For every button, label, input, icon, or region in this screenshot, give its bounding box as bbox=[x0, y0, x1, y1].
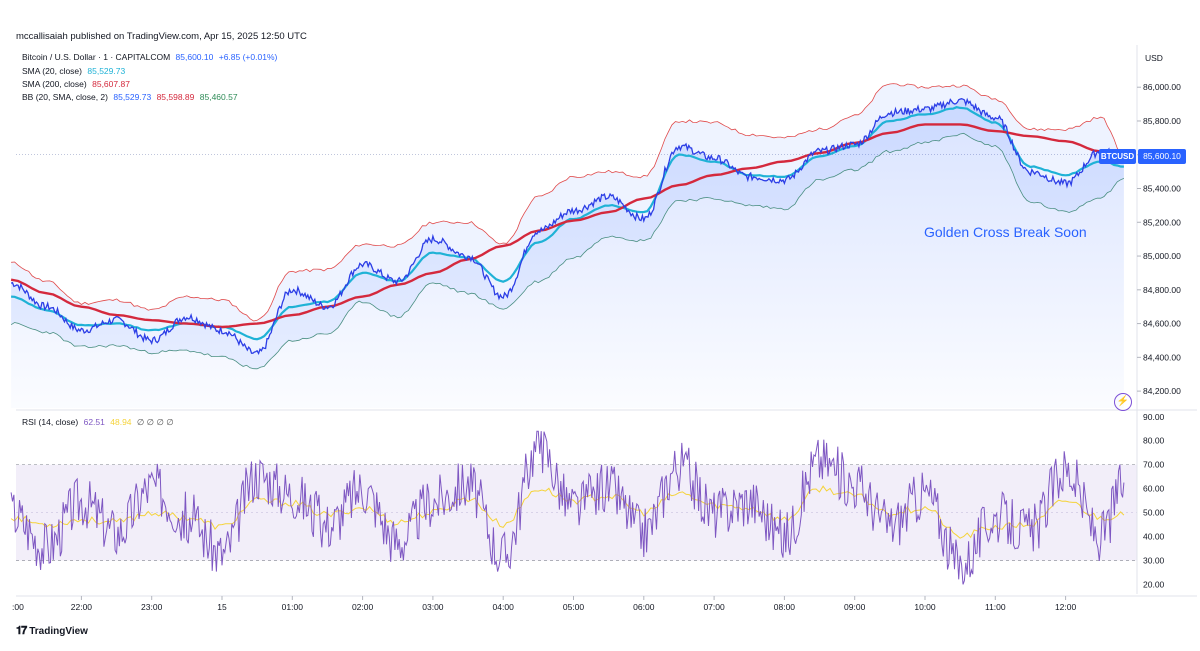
rsi-line bbox=[10, 430, 1125, 585]
price-tick-label: 86,000.00 bbox=[1143, 82, 1181, 92]
legend-symbol: Bitcoin / U.S. Dollar · 1 · CAPITALCOM bbox=[22, 52, 171, 62]
time-tick-label: 02:00 bbox=[352, 602, 374, 612]
time-tick-label: 23:00 bbox=[141, 602, 163, 612]
time-tick-label: 10:00 bbox=[914, 602, 936, 612]
time-tick-label: 07:00 bbox=[703, 602, 725, 612]
rsi-tick-label: 70.00 bbox=[1143, 460, 1165, 470]
chart-annotation[interactable]: Golden Cross Break Soon bbox=[924, 224, 1087, 240]
time-tick-label: 04:00 bbox=[493, 602, 515, 612]
legend-rsi-extra: ∅ ∅ ∅ ∅ bbox=[136, 417, 174, 427]
price-tick-label: 85,200.00 bbox=[1143, 217, 1181, 227]
time-tick-label-edge: :00 bbox=[12, 602, 24, 612]
currency-label[interactable]: USD bbox=[1145, 53, 1163, 63]
legend-sma20-row[interactable]: SMA (20, close) 85,529.73 bbox=[22, 66, 128, 76]
rsi-tick-label: 60.00 bbox=[1143, 484, 1165, 494]
price-tick-label: 85,000.00 bbox=[1143, 251, 1181, 261]
time-tick-label: 03:00 bbox=[422, 602, 444, 612]
price-pane bbox=[10, 83, 1137, 408]
price-tick-label: 84,600.00 bbox=[1143, 319, 1181, 329]
price-tick-label: 84,200.00 bbox=[1143, 386, 1181, 396]
bollinger-lower-line bbox=[10, 132, 1125, 370]
time-tick-label: 11:00 bbox=[985, 602, 1006, 612]
rsi-tick-label: 90.00 bbox=[1143, 412, 1165, 422]
price-tick-label: 85,800.00 bbox=[1143, 116, 1181, 126]
time-tick-label: 08:00 bbox=[774, 602, 796, 612]
time-tick-label: 15 bbox=[217, 602, 227, 612]
rsi-tick-label: 50.00 bbox=[1143, 508, 1165, 518]
price-tick-label: 84,800.00 bbox=[1143, 285, 1181, 295]
tradingview-brand[interactable]: 𝟏𝟕 TradingView bbox=[16, 625, 88, 638]
symbol-badge: BTCUSD bbox=[1099, 149, 1136, 164]
legend-bb-basis: 85,529.73 bbox=[113, 92, 152, 102]
publish-info: mccallisaiah published on TradingView.co… bbox=[16, 31, 307, 42]
time-tick-label: 01:00 bbox=[282, 602, 304, 612]
time-tick-label: 09:00 bbox=[844, 602, 866, 612]
time-tick-label: 06:00 bbox=[633, 602, 655, 612]
sma200-line bbox=[10, 123, 1124, 329]
price-tick-label: 84,400.00 bbox=[1143, 352, 1181, 362]
tradingview-logo-icon: 𝟏𝟕 bbox=[16, 625, 27, 637]
legend-symbol-row[interactable]: Bitcoin / U.S. Dollar · 1 · CAPITALCOM 8… bbox=[22, 52, 280, 62]
legend-change: +6.85 (+0.01%) bbox=[218, 52, 278, 62]
legend-sma20-label: SMA (20, close) bbox=[22, 66, 82, 76]
price-area-fill bbox=[11, 98, 1124, 408]
rsi-tick-label: 20.00 bbox=[1143, 579, 1165, 589]
price-badge: 85,600.10 bbox=[1138, 149, 1186, 164]
legend-sma200-label: SMA (200, close) bbox=[22, 79, 87, 89]
rsi-tick-label: 40.00 bbox=[1143, 532, 1165, 542]
legend-sma200-row[interactable]: SMA (200, close) 85,607.87 bbox=[22, 79, 133, 89]
legend-rsi-value: 62.51 bbox=[83, 417, 105, 427]
time-tick-label: 12:00 bbox=[1055, 602, 1077, 612]
legend-rsi-label: RSI (14, close) bbox=[22, 417, 79, 427]
rsi-pane bbox=[10, 430, 1137, 585]
brand-label: TradingView bbox=[29, 626, 88, 637]
time-tick-label: 05:00 bbox=[563, 602, 585, 612]
price-tick-label: 85,400.00 bbox=[1143, 184, 1181, 194]
legend-sma20-value: 85,529.73 bbox=[87, 66, 126, 76]
rsi-tick-label: 80.00 bbox=[1143, 436, 1165, 446]
legend-bb-row[interactable]: BB (20, SMA, close, 2) 85,529.73 85,598.… bbox=[22, 92, 241, 102]
price-line bbox=[10, 97, 1125, 355]
legend-bb-upper: 85,598.89 bbox=[156, 92, 195, 102]
legend-sma200-value: 85,607.87 bbox=[92, 79, 130, 89]
legend-rsi-ma: 48.94 bbox=[110, 417, 132, 427]
time-tick-label: 22:00 bbox=[71, 602, 93, 612]
legend-price: 85,600.10 bbox=[175, 52, 214, 62]
lightning-icon[interactable]: ⚡ bbox=[1114, 393, 1132, 411]
legend-bb-label: BB (20, SMA, close, 2) bbox=[22, 92, 108, 102]
legend-rsi-row[interactable]: RSI (14, close) 62.51 48.94 ∅ ∅ ∅ ∅ bbox=[22, 417, 177, 428]
rsi-tick-label: 30.00 bbox=[1143, 555, 1165, 565]
legend-bb-lower: 85,460.57 bbox=[199, 92, 238, 102]
bollinger-upper-line bbox=[11, 83, 1125, 322]
